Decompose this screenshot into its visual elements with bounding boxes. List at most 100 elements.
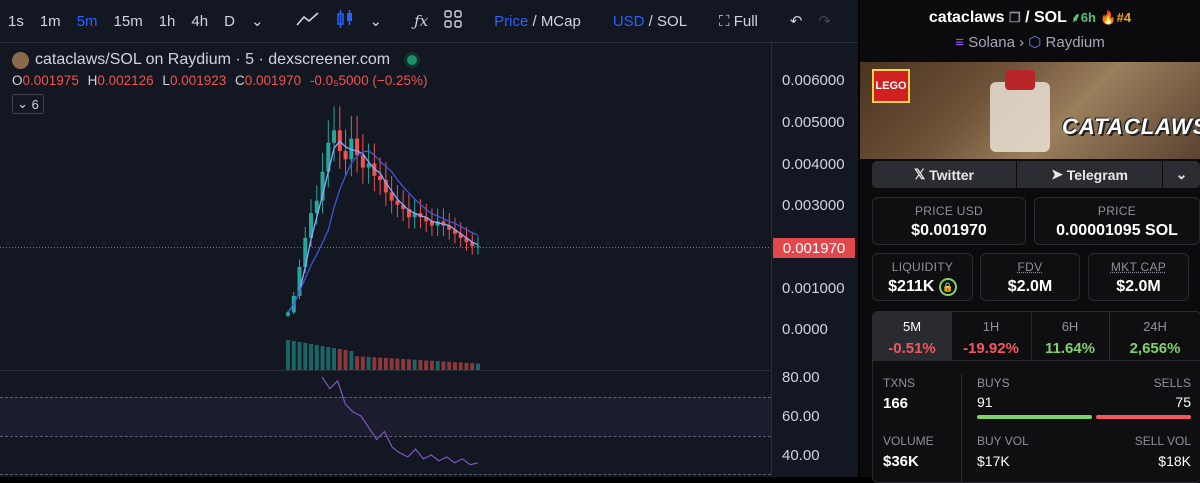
chevron-down-icon[interactable]: ⌄	[369, 13, 383, 30]
sol-option[interactable]: SOL	[657, 12, 688, 30]
pane-divider[interactable]	[0, 370, 771, 371]
tab-24h-change: 2,656%	[1129, 340, 1181, 357]
interval-1h[interactable]: 1h	[158, 12, 176, 30]
tab-6h-label: 6H	[1061, 319, 1079, 334]
currency-toggle[interactable]: USD / SOL	[612, 12, 688, 30]
candlestick-chart[interactable]	[0, 0, 771, 370]
indicators-icon[interactable]: ƒx	[414, 12, 429, 30]
chart-title: cataclaws/SOL on Raydium · 5 · dexscreen…	[12, 51, 421, 69]
trending-rank[interactable]: #4	[1116, 10, 1132, 25]
candle-body	[343, 150, 348, 160]
token-avatar	[12, 51, 29, 69]
price-option[interactable]: Price	[494, 12, 529, 30]
sells-value: 75	[1175, 394, 1191, 410]
volume-bar	[297, 342, 302, 370]
chain-link[interactable]: Solana	[968, 34, 1015, 51]
volume-bar	[452, 362, 457, 370]
market-cap-value: $2.0M	[1116, 278, 1161, 295]
rsi-tick: 80.00	[782, 369, 820, 386]
telegram-button[interactable]: ➤ Telegram	[1017, 161, 1162, 188]
tab-5m[interactable]: 5M -0.51%	[873, 312, 952, 360]
chevron-down-icon: ⌄	[1175, 166, 1188, 182]
rsi-line	[321, 376, 479, 466]
interval-d[interactable]: D	[224, 12, 235, 30]
tab-24h-label: 24H	[1143, 319, 1167, 334]
volume-bar	[435, 361, 440, 370]
tab-1h[interactable]: 1H -19.92%	[951, 312, 1032, 360]
fullscreen-icon: ⛶	[719, 12, 730, 30]
candles-icon[interactable]	[328, 9, 362, 33]
mcap-option[interactable]: MCap	[540, 12, 581, 30]
indicators-collapse-button[interactable]: ⌄ 6	[12, 94, 44, 114]
chart-title-text: cataclaws/SOL on Raydium · 5 · dexscreen…	[35, 51, 391, 68]
toolbar-divider	[0, 42, 858, 43]
price-usd-card: PRICE USD $0.001970	[872, 197, 1026, 245]
price-tick: 0.004000	[782, 156, 845, 173]
banner-title: CATACLAWS	[1062, 114, 1200, 139]
tab-1h-label: 1H	[982, 319, 1000, 334]
tab-24h[interactable]: 24H 2,656%	[1109, 312, 1200, 360]
fullscreen-button[interactable]: ⛶ Full	[711, 13, 766, 30]
token-name: cataclaws	[928, 9, 1005, 26]
interval-1s[interactable]: 1s	[8, 12, 24, 30]
candle-body	[447, 225, 452, 230]
twitter-button[interactable]: 𝕏 Twitter	[872, 161, 1016, 188]
interval-5m[interactable]: 5m	[76, 12, 98, 30]
fdv-label[interactable]: FDV	[1017, 260, 1043, 274]
more-links-button[interactable]: ⌄	[1163, 161, 1200, 188]
price-tick: 0.006000	[782, 72, 845, 89]
sells-ratio-bar	[1096, 415, 1191, 419]
buy-volume-label: BUY VOL	[977, 434, 1029, 448]
market-cap-label[interactable]: MKT CAP	[1110, 260, 1167, 274]
rsi-chart[interactable]	[0, 370, 771, 477]
price-usd-label: PRICE USD	[914, 204, 984, 218]
candle-body	[464, 237, 469, 243]
price-tick: 0.001000	[782, 280, 845, 297]
divider	[873, 360, 1200, 361]
open-key: O	[12, 73, 23, 88]
volume-bar	[355, 356, 360, 370]
interval-4h[interactable]: 4h	[191, 12, 209, 30]
buy-volume-value: $17K	[977, 453, 1010, 469]
tab-1h-change: -19.92%	[963, 340, 1019, 357]
volume-bar	[447, 361, 452, 370]
interval-1m[interactable]: 1m	[39, 12, 61, 30]
usd-option[interactable]: USD	[612, 12, 645, 30]
sell-volume-label: SELL VOL	[1134, 434, 1191, 448]
copy-icon[interactable]: ❐	[1008, 10, 1021, 25]
volume-bar	[412, 359, 417, 370]
price-mcap-toggle[interactable]: Price / MCap	[494, 12, 581, 30]
interval-15m[interactable]: 15m	[113, 12, 143, 30]
volume-bar	[309, 344, 314, 370]
price-axis-border	[771, 42, 772, 477]
lock-icon[interactable]: 🔒	[938, 278, 957, 296]
candle-body	[383, 179, 388, 193]
candle-body	[470, 242, 475, 247]
line-chart-icon[interactable]	[288, 11, 328, 31]
volume-bar	[441, 361, 446, 370]
price-tick: 0.005000	[782, 114, 845, 131]
volume-bar	[383, 357, 388, 370]
tab-6h[interactable]: 6H 11.64%	[1031, 312, 1110, 360]
tab-5m-label: 5M	[902, 319, 922, 334]
volume-bar	[389, 358, 394, 370]
buys-ratio-bar	[977, 415, 1092, 419]
fdv-value: $2.0M	[1007, 278, 1053, 295]
chevron-down-icon[interactable]: ⌄	[250, 13, 264, 30]
ma-slow-line	[287, 150, 479, 313]
price-tick: 0.0000	[782, 321, 828, 338]
candle-body	[303, 237, 308, 267]
dex-link[interactable]: Raydium	[1045, 34, 1105, 51]
undo-icon[interactable]: ↶	[789, 13, 803, 30]
volume-bar	[360, 356, 365, 370]
fdv-card: FDV $2.0M	[980, 253, 1080, 301]
candle-body	[429, 221, 434, 226]
divider	[1016, 161, 1017, 188]
layout-grid-icon[interactable]	[436, 10, 470, 32]
lego-logo: LEGO	[872, 69, 910, 103]
market-cap-card: MKT CAP $2.0M	[1088, 253, 1189, 301]
rsi-band	[0, 397, 771, 436]
chart-panel[interactable]: 1s 1m 5m 15m 1h 4h D ⌄ ⌄ ƒx Price / MCap…	[0, 0, 911, 477]
volume-bar	[464, 362, 469, 370]
chain-breadcrumb: ≡ Solana › ⬡ Raydium	[860, 33, 1200, 51]
